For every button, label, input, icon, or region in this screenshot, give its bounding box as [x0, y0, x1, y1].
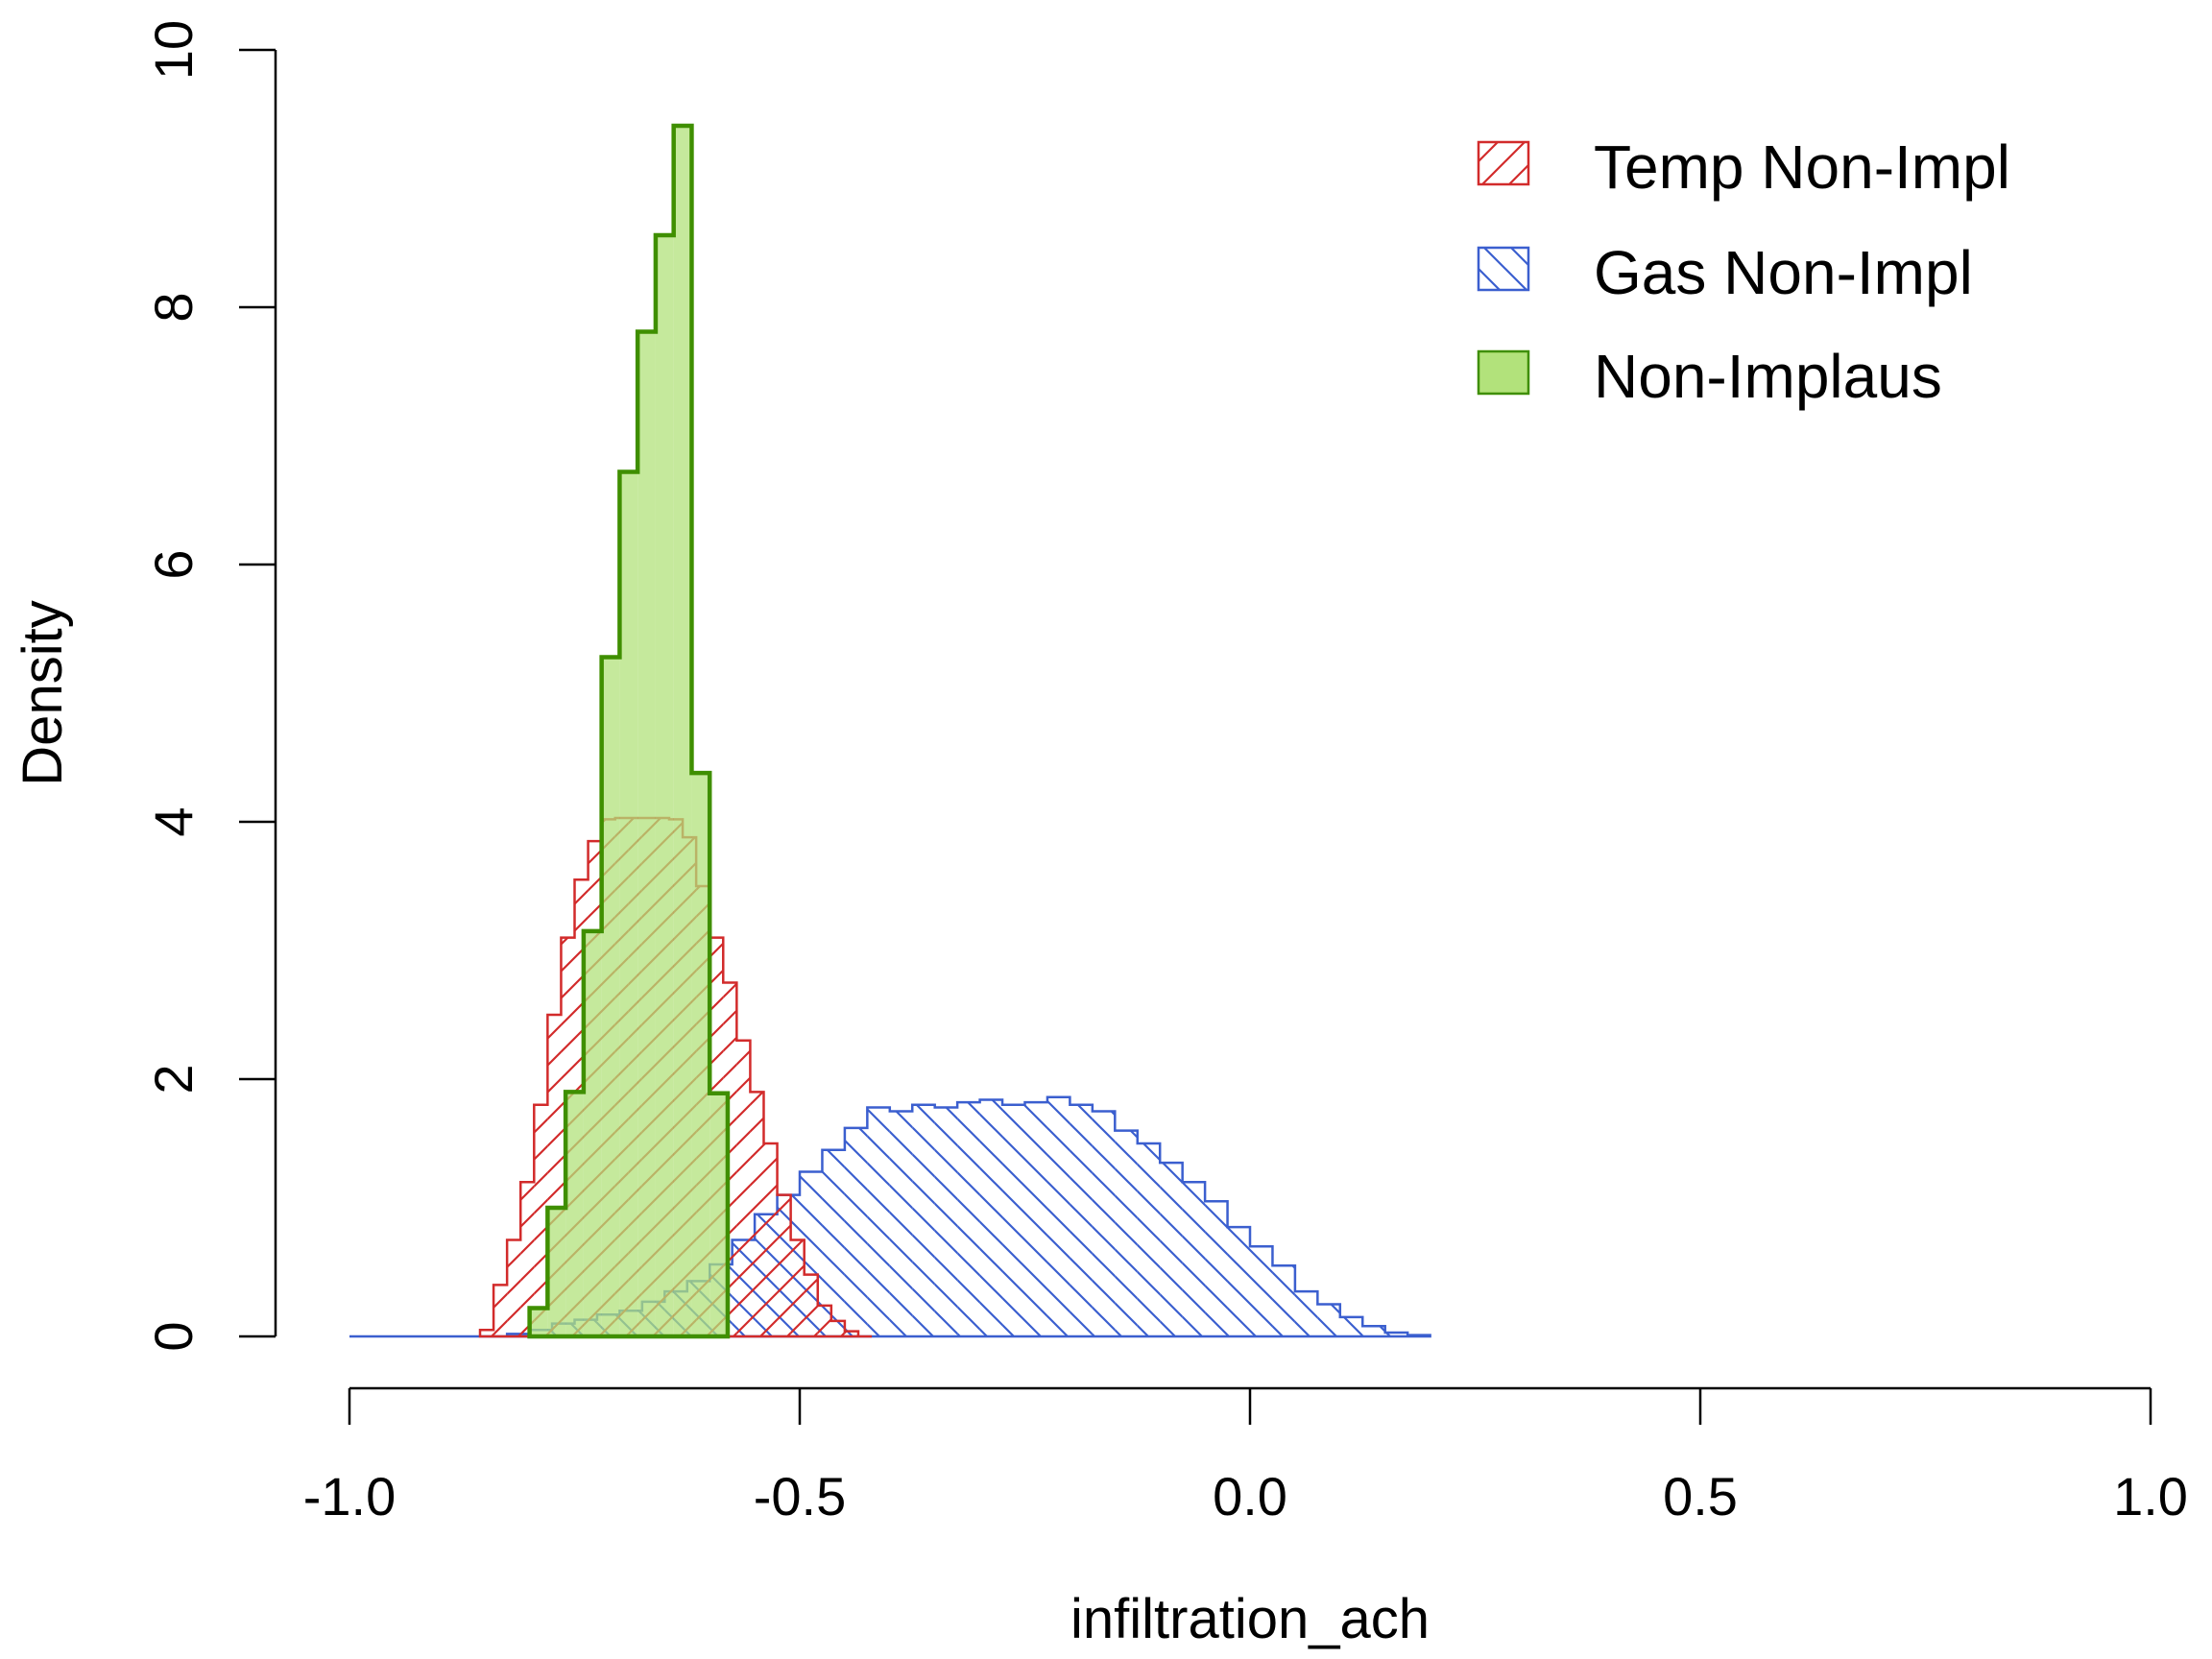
histogram-bar — [1070, 1104, 1093, 1336]
histogram-bar — [1182, 1182, 1206, 1336]
x-tick-label: -1.0 — [303, 1466, 397, 1527]
histogram-bar — [583, 930, 602, 1336]
histogram-bar — [1384, 1332, 1408, 1336]
histogram-bar — [1362, 1326, 1385, 1336]
histogram-bar — [822, 1149, 845, 1336]
histogram-bar — [565, 1092, 584, 1336]
legend-label-gas: Gas Non-Impl — [1594, 238, 1973, 307]
histogram-bar — [493, 1285, 508, 1336]
histogram-bar — [763, 1143, 778, 1336]
histogram-bar — [750, 1092, 764, 1336]
y-tick-label: 8 — [143, 292, 204, 322]
histogram-bar — [673, 126, 692, 1336]
histogram-outline — [527, 123, 731, 1339]
series-non-implaus — [527, 123, 731, 1339]
histogram-bar — [1317, 1304, 1340, 1336]
legend-swatch-nonimplaus — [1477, 349, 1530, 396]
histogram-bar — [1002, 1104, 1025, 1336]
histogram-bar — [912, 1104, 935, 1336]
histogram-bar — [619, 471, 638, 1336]
histogram-bar — [844, 1331, 858, 1336]
histogram-bar — [709, 1093, 728, 1336]
histogram-bar — [529, 1308, 548, 1336]
histogram-bar — [1092, 1111, 1116, 1336]
y-axis-ticks: 0 2 4 6 8 10 — [143, 20, 276, 1352]
histogram-bar — [1227, 1227, 1250, 1336]
histogram-bar — [790, 1239, 805, 1336]
histogram-bar — [1115, 1130, 1138, 1336]
histogram-bar — [889, 1111, 913, 1336]
histogram-bar — [601, 657, 620, 1336]
histogram-bar — [1294, 1291, 1318, 1336]
x-tick-label: 0.0 — [1213, 1466, 1287, 1527]
histogram-bar — [520, 1182, 535, 1336]
y-axis-label: Density — [12, 600, 74, 785]
histogram-bar — [867, 1107, 890, 1336]
legend-swatch-temp — [1477, 140, 1530, 186]
y-tick-label: 6 — [143, 549, 204, 579]
y-tick-label: 4 — [143, 806, 204, 836]
histogram-bar — [957, 1102, 980, 1336]
x-tick-label: 0.5 — [1663, 1466, 1738, 1527]
legend-label-nonimplaus: Non-Implaus — [1594, 342, 1942, 411]
histogram-bar — [979, 1099, 1003, 1336]
series-layer — [349, 123, 1431, 1339]
histogram-bar — [1024, 1102, 1047, 1336]
histogram-bar — [1046, 1096, 1070, 1336]
histogram-bar — [736, 1040, 751, 1336]
x-tick-label: 1.0 — [2113, 1466, 2188, 1527]
histogram-bar — [844, 1127, 868, 1336]
histogram-bar — [1250, 1246, 1273, 1336]
histogram-bar — [534, 1104, 548, 1336]
y-tick-label: 2 — [143, 1064, 204, 1094]
histogram-bar — [637, 331, 656, 1337]
histogram-bar — [817, 1305, 831, 1336]
histogram-bar — [777, 1194, 791, 1336]
histogram-bar — [1205, 1201, 1228, 1336]
axes: 0 2 4 6 8 10 -1.0 -0.5 0.0 0.5 1.0 — [143, 20, 2188, 1527]
histogram-bar — [480, 1330, 494, 1336]
histogram-bar — [655, 234, 674, 1337]
histogram-bar — [934, 1107, 958, 1336]
legend-label-temp: Temp Non-Impl — [1594, 132, 2010, 202]
histogram-bar — [1272, 1265, 1295, 1336]
histogram-bar — [830, 1320, 845, 1336]
histogram-bar — [1339, 1316, 1363, 1336]
histogram-bar — [691, 773, 710, 1336]
x-tick-label: -0.5 — [754, 1466, 847, 1527]
y-tick-label: 10 — [143, 20, 204, 80]
histogram-bar — [547, 1208, 566, 1336]
x-axis-label: infiltration_ach — [1070, 1588, 1430, 1650]
y-tick-label: 0 — [143, 1321, 204, 1351]
histogram-bar — [1137, 1143, 1161, 1336]
histogram-bar — [507, 1239, 521, 1336]
histogram-bar — [1160, 1163, 1183, 1336]
legend: Temp Non-Impl Gas Non-Impl Non-Implaus — [1477, 132, 2010, 411]
x-axis-ticks: -1.0 -0.5 0.0 0.5 1.0 — [303, 1388, 2188, 1527]
legend-swatch-gas — [1477, 246, 1530, 292]
histogram-bar — [804, 1274, 818, 1336]
